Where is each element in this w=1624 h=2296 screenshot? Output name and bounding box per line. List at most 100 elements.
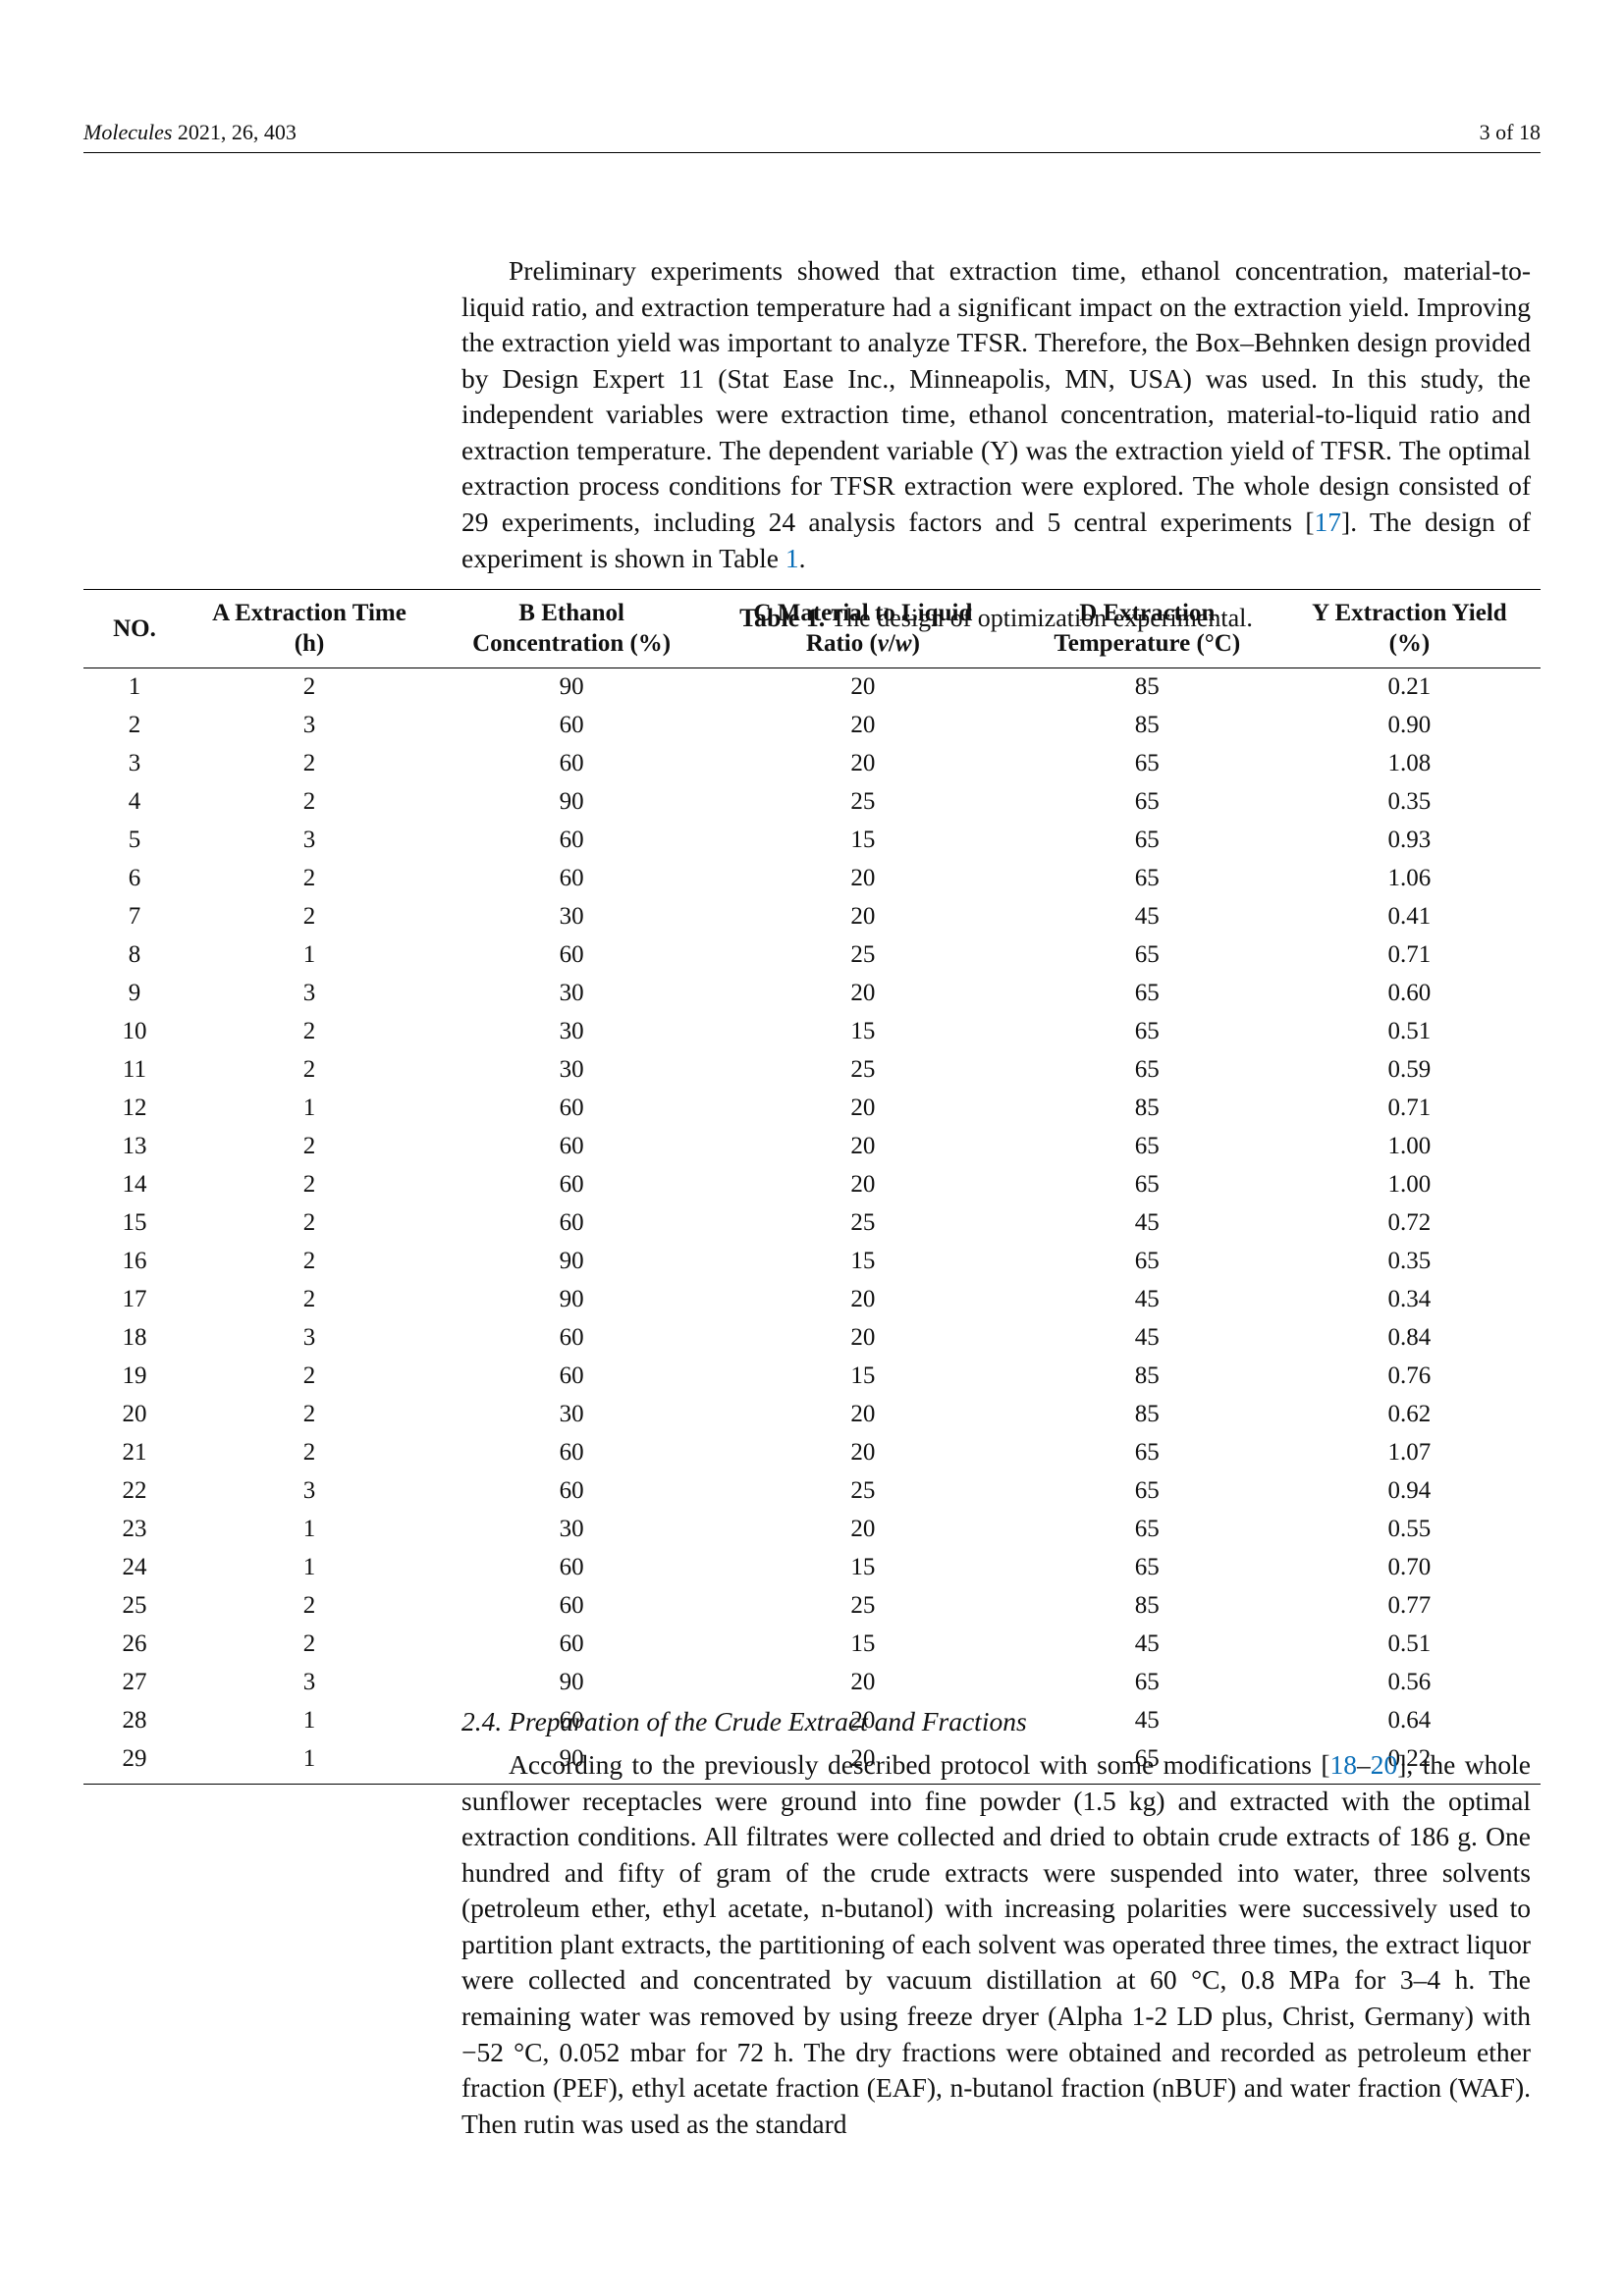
- table-cell: 2: [186, 1434, 433, 1472]
- table-cell: 60: [433, 1166, 710, 1204]
- table-cell: 0.77: [1278, 1587, 1541, 1626]
- page-header: Molecules 2021, 26, 403 3 of 18: [83, 120, 1541, 145]
- table-cell: 0.21: [1278, 667, 1541, 707]
- table-cell: 45: [1016, 1319, 1278, 1358]
- table-cell: 60: [433, 1549, 710, 1587]
- table-cell: 60: [433, 1358, 710, 1396]
- table-row: 1926015850.76: [83, 1358, 1541, 1396]
- table-cell: 60: [433, 1128, 710, 1166]
- table-cell: 0.51: [1278, 1013, 1541, 1051]
- table-cell: 25: [83, 1587, 186, 1626]
- table-cell: 30: [433, 1511, 710, 1549]
- table-cell: 65: [1016, 1664, 1278, 1702]
- table-row: 2126020651.07: [83, 1434, 1541, 1472]
- table-cell: 45: [1016, 1626, 1278, 1664]
- table-cell: 20: [710, 860, 1016, 898]
- table-cell: 2: [186, 1587, 433, 1626]
- table-cell: 1.07: [1278, 1434, 1541, 1472]
- table-cell: 60: [433, 936, 710, 975]
- table-cell: 3: [186, 822, 433, 860]
- table-cell: 15: [710, 1243, 1016, 1281]
- table-cell: 25: [710, 1587, 1016, 1626]
- table-cell: 65: [1016, 783, 1278, 822]
- journal-vol: , 26, 403: [221, 120, 297, 144]
- journal-citation: Molecules 2021, 26, 403: [83, 120, 297, 145]
- table-cell: 1: [186, 1090, 433, 1128]
- table-cell: 90: [433, 1664, 710, 1702]
- table-cell: 65: [1016, 1511, 1278, 1549]
- table-cell: 20: [710, 898, 1016, 936]
- para2-a: According to the previously described pr…: [509, 1749, 1330, 1780]
- table-row: 1326020651.00: [83, 1128, 1541, 1166]
- table-cell: 3: [186, 975, 433, 1013]
- table-cell: 65: [1016, 1434, 1278, 1472]
- table-row: 1216020850.71: [83, 1090, 1541, 1128]
- header-rule: [83, 152, 1541, 153]
- table-cell: 1: [186, 1549, 433, 1587]
- table-cell: 6: [83, 860, 186, 898]
- table-ref-1[interactable]: 1: [785, 543, 799, 573]
- table-body: 129020850.21236020850.90326020651.084290…: [83, 667, 1541, 1785]
- table-cell: 65: [1016, 1243, 1278, 1281]
- table-cell: 2: [186, 1204, 433, 1243]
- table-cell: 2: [186, 667, 433, 707]
- table-cell: 45: [1016, 1204, 1278, 1243]
- table-cell: 20: [710, 975, 1016, 1013]
- citation-20[interactable]: 20: [1371, 1749, 1398, 1780]
- table-cell: 5: [83, 822, 186, 860]
- experiment-table: NO.A Extraction Time(h)B EthanolConcentr…: [83, 589, 1541, 1785]
- table-cell: 25: [710, 1472, 1016, 1511]
- table-cell: 2: [186, 1128, 433, 1166]
- table-cell: 25: [710, 783, 1016, 822]
- table-col-0: NO.: [83, 590, 186, 668]
- table-row: 129020850.21: [83, 667, 1541, 707]
- table-cell: 20: [83, 1396, 186, 1434]
- table-cell: 90: [433, 1243, 710, 1281]
- table-cell: 20: [710, 1166, 1016, 1204]
- table-cell: 1: [186, 1511, 433, 1549]
- table-cell: 85: [1016, 1358, 1278, 1396]
- table-cell: 45: [1016, 1281, 1278, 1319]
- paragraph-intro: Preliminary experiments showed that extr…: [461, 253, 1531, 576]
- table-cell: 85: [1016, 667, 1278, 707]
- table-cell: 1: [186, 936, 433, 975]
- table-cell: 90: [433, 1281, 710, 1319]
- table-cell: 2: [186, 745, 433, 783]
- table-cell: 0.41: [1278, 898, 1541, 936]
- table-cell: 65: [1016, 936, 1278, 975]
- table-cell: 3: [186, 1664, 433, 1702]
- table-cell: 20: [710, 1396, 1016, 1434]
- page-number: 3 of 18: [1480, 120, 1541, 145]
- table-col-5: Y Extraction Yield(%): [1278, 590, 1541, 668]
- table-cell: 0.94: [1278, 1472, 1541, 1511]
- table-cell: 2: [186, 1396, 433, 1434]
- citation-18[interactable]: 18: [1330, 1749, 1358, 1780]
- table-cell: 60: [433, 1204, 710, 1243]
- table-row: 1836020450.84: [83, 1319, 1541, 1358]
- table-cell: 15: [83, 1204, 186, 1243]
- table-cell: 0.70: [1278, 1549, 1541, 1587]
- table-head-row: NO.A Extraction Time(h)B EthanolConcentr…: [83, 590, 1541, 668]
- table-cell: 0.51: [1278, 1626, 1541, 1664]
- table-cell: 85: [1016, 707, 1278, 745]
- table-cell: 20: [710, 1511, 1016, 1549]
- table-row: 2526025850.77: [83, 1587, 1541, 1626]
- table-cell: 90: [433, 783, 710, 822]
- body-top: Preliminary experiments showed that extr…: [461, 253, 1531, 647]
- table-row: 723020450.41: [83, 898, 1541, 936]
- table-cell: 19: [83, 1358, 186, 1396]
- table-row: 626020651.06: [83, 860, 1541, 898]
- table-cell: 2: [186, 1013, 433, 1051]
- table-cell: 0.71: [1278, 1090, 1541, 1128]
- table-cell: 25: [710, 936, 1016, 975]
- table-cell: 65: [1016, 1549, 1278, 1587]
- table-cell: 85: [1016, 1090, 1278, 1128]
- table-row: 1729020450.34: [83, 1281, 1541, 1319]
- table-cell: 2: [186, 1166, 433, 1204]
- table-cell: 65: [1016, 1128, 1278, 1166]
- table-cell: 60: [433, 1434, 710, 1472]
- table-cell: 30: [433, 1396, 710, 1434]
- table-row: 933020650.60: [83, 975, 1541, 1013]
- table-cell: 20: [710, 1434, 1016, 1472]
- citation-17[interactable]: 17: [1315, 507, 1342, 537]
